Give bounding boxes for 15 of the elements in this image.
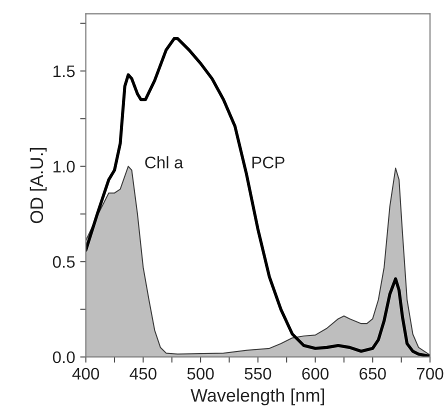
y-tick-label: 0.0 — [52, 351, 75, 364]
x-tick-label: 500 — [187, 368, 214, 380]
series-label: PCP — [252, 156, 284, 168]
y-tick-label: 1.5 — [54, 66, 75, 78]
y-axis-title: OD [A.U.] — [30, 148, 47, 224]
y-tick-label: 0.5 — [52, 256, 75, 268]
x-tick-label: 700 — [416, 368, 444, 380]
x-tick-label: 550 — [244, 368, 272, 380]
x-tick-label: 650 — [360, 368, 386, 380]
y-tick-label: 1.0 — [54, 160, 75, 173]
x-tick-label: 600 — [302, 368, 329, 380]
series-label: Chl a — [145, 156, 184, 168]
x-axis-title: Wavelength [nm] — [190, 388, 324, 406]
x-tick-label: 400 — [72, 368, 100, 380]
x-tick-label: 450 — [130, 368, 156, 380]
